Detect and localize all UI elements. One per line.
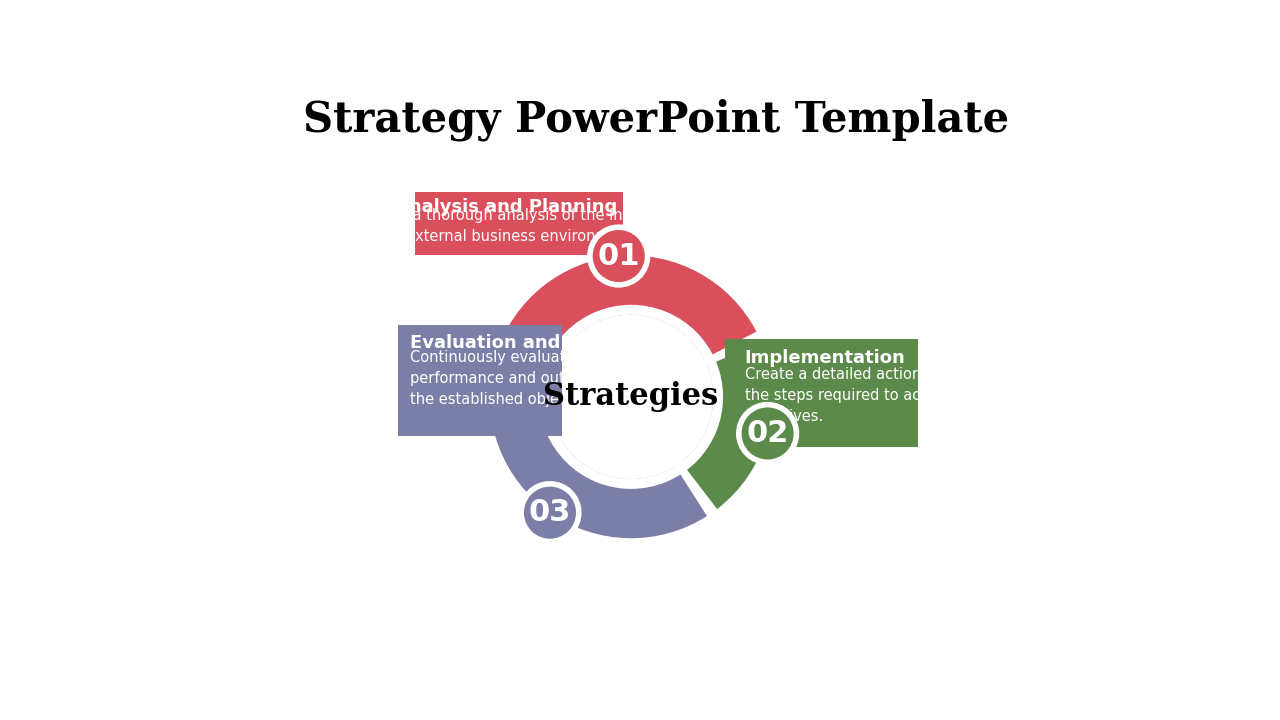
Text: 02: 02: [746, 419, 788, 448]
Text: 03: 03: [529, 498, 571, 527]
Text: Evaluation and Adjustment: Evaluation and Adjustment: [410, 333, 684, 351]
Wedge shape: [497, 256, 756, 372]
Text: 01: 01: [598, 241, 640, 271]
Bar: [398, 325, 562, 436]
Circle shape: [739, 405, 796, 462]
Wedge shape: [539, 305, 723, 489]
Text: Continuously evaluate the
performance and outcomes against
the established objec: Continuously evaluate the performance an…: [410, 349, 673, 407]
Text: Create a detailed action plan outlining
the steps required to achieve the set
ob: Create a detailed action plan outlining …: [745, 367, 1027, 425]
Text: Implementation: Implementation: [745, 349, 905, 367]
Text: Strategy PowerPoint Template: Strategy PowerPoint Template: [303, 99, 1009, 141]
Text: Strategies: Strategies: [544, 382, 718, 413]
Text: Conduct a thorough analysis of the internal
and external business environment.: Conduct a thorough analysis of the inter…: [347, 207, 666, 243]
Text: Analysis and Planning: Analysis and Planning: [396, 198, 617, 216]
Circle shape: [590, 228, 648, 285]
Wedge shape: [490, 366, 707, 539]
Bar: [415, 192, 623, 256]
Circle shape: [549, 315, 713, 479]
Wedge shape: [681, 343, 772, 509]
Bar: [726, 338, 918, 446]
Circle shape: [521, 484, 579, 541]
